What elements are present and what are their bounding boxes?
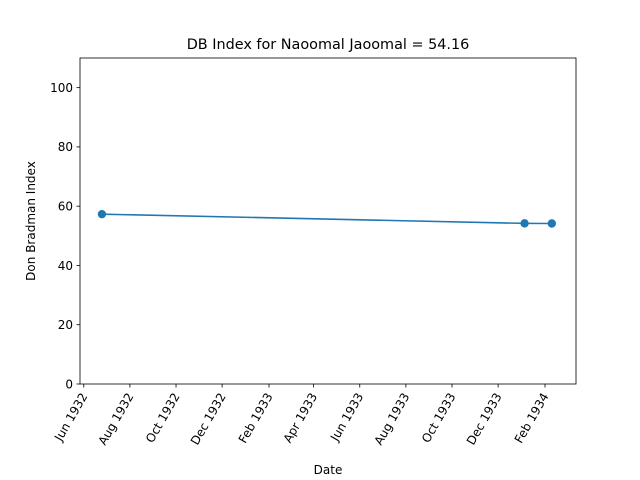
chart-title: DB Index for Naoomal Jaoomal = 54.16 (187, 37, 470, 53)
y-tick-label: 60 (58, 199, 73, 213)
x-axis-label: Date (314, 463, 343, 477)
plot-area-frame (79, 57, 577, 385)
data-point-marker (520, 219, 529, 228)
y-tick-label: 0 (65, 377, 73, 391)
data-point-marker (547, 219, 557, 228)
series-layer (97, 209, 557, 228)
y-tick-label: 40 (58, 259, 73, 273)
y-axis-ticks: 0 20 40 60 80 100 (50, 81, 80, 391)
y-tick-label: 80 (58, 140, 73, 154)
data-point-marker (97, 209, 107, 219)
y-tick-label: 20 (58, 318, 73, 332)
y-axis-label: Don Bradman Index (24, 161, 38, 281)
y-tick-label: 100 (50, 81, 73, 95)
